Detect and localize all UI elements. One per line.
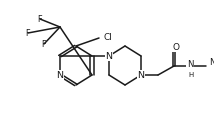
Text: N: N (106, 52, 113, 61)
Text: Cl: Cl (104, 33, 113, 42)
Text: F: F (38, 15, 42, 24)
Text: NH₂: NH₂ (209, 58, 214, 67)
Text: N: N (56, 71, 64, 80)
Text: H: H (188, 71, 194, 77)
Text: F: F (42, 40, 46, 49)
Text: N: N (138, 71, 144, 80)
Text: O: O (172, 43, 180, 52)
Text: N: N (187, 60, 193, 69)
Text: F: F (26, 29, 30, 38)
